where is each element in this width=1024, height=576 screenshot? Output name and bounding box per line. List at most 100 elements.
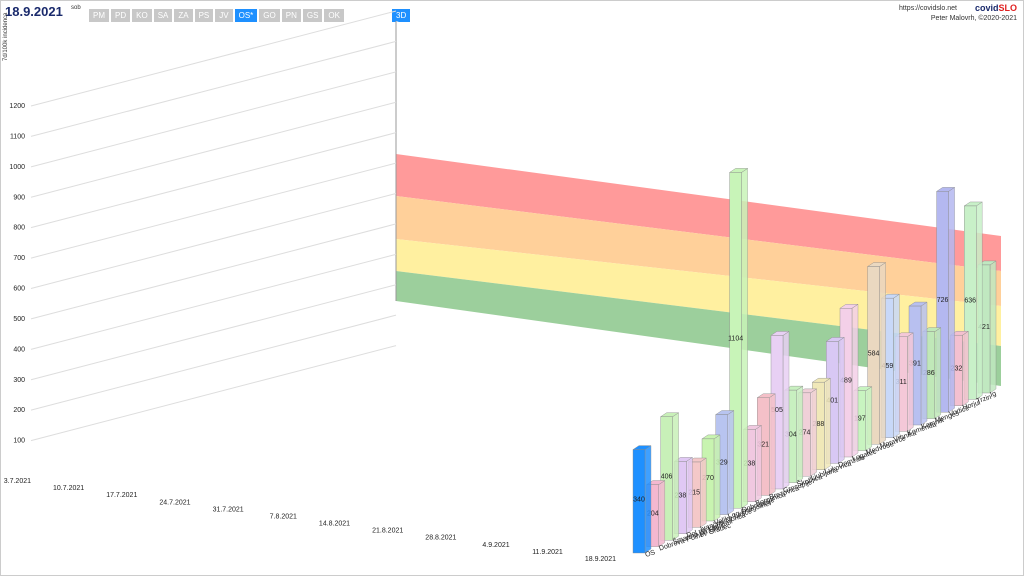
- x-tick-label: 24.7.2021: [159, 499, 190, 506]
- value-label: 391: [909, 361, 921, 368]
- brand-b: SLO: [998, 3, 1017, 13]
- grid-line: [30, 10, 397, 107]
- grid-line: [30, 193, 397, 289]
- nav-button[interactable]: PM: [89, 9, 109, 22]
- bar-side: [948, 187, 955, 413]
- x-tick-label: 10.7.2021: [53, 485, 84, 492]
- grid-line: [30, 71, 397, 168]
- value-label: 286: [923, 370, 935, 377]
- mode-button[interactable]: 3D: [392, 9, 411, 22]
- bar-side: [644, 445, 652, 554]
- bar-side: [838, 337, 845, 464]
- grid-line: [30, 345, 397, 442]
- bar-side: [700, 457, 707, 528]
- bar-side: [686, 457, 693, 535]
- category-label: OS: [644, 549, 656, 559]
- value-label: 1104: [728, 335, 743, 342]
- y-tick-label: 100: [13, 438, 25, 445]
- bar-side: [989, 260, 997, 394]
- x-tick-label: 11.9.2021: [532, 549, 563, 556]
- value-label: 197: [854, 416, 866, 423]
- brand-a: covid: [974, 3, 999, 13]
- value-label: 304: [785, 431, 797, 438]
- nav-button[interactable]: JV: [215, 9, 233, 22]
- date: 18.9.2021: [5, 4, 63, 19]
- bar-side: [713, 434, 721, 522]
- y-tick-label: 700: [13, 255, 25, 262]
- value-label: 584: [868, 350, 880, 357]
- bar-side: [934, 327, 941, 419]
- bar-side: [672, 412, 679, 541]
- value-label: 505: [771, 407, 783, 414]
- x-tick-label: 3.7.2021: [4, 478, 31, 485]
- nav-button[interactable]: KO: [132, 9, 152, 22]
- value-label: 489: [840, 378, 852, 385]
- y-tick-label: 1100: [10, 133, 25, 140]
- grid-line: [30, 314, 397, 411]
- bar-side: [824, 377, 831, 471]
- value-label: 321: [757, 442, 769, 449]
- bar-side: [865, 386, 872, 451]
- value-label: 204: [647, 511, 659, 518]
- bar-side: [658, 480, 665, 547]
- value-label: 288: [813, 421, 825, 428]
- value-label: 340: [633, 496, 645, 503]
- grid-line: [30, 132, 397, 229]
- value-label: 329: [716, 460, 728, 467]
- x-tick-label: 7.8.2021: [270, 513, 297, 520]
- mode-wrap: 3D: [392, 5, 412, 23]
- bar-side: [727, 410, 734, 515]
- button-bar: PM PD KO SA ZA PS JV OS* GO PN GS OK: [89, 5, 346, 23]
- bar-side: [851, 303, 859, 458]
- author: Peter Malovrh, ©2020-2021: [930, 15, 1017, 22]
- category-label: Trzin: [976, 394, 993, 405]
- grid-line: [30, 223, 397, 320]
- nav-button[interactable]: GS: [302, 9, 323, 22]
- y-tick-label: 1000: [9, 164, 25, 171]
- url[interactable]: https://covidslo.net: [899, 5, 957, 12]
- x-tick-label: 21.8.2021: [372, 528, 403, 535]
- y-tick-label: 600: [13, 286, 25, 293]
- grid-line: [30, 162, 397, 259]
- y-tick-label: 200: [13, 407, 25, 414]
- y-tick-label: 900: [13, 194, 25, 201]
- bar-side: [962, 330, 969, 407]
- bar-side: [907, 332, 914, 432]
- value-label: 311: [896, 379, 907, 386]
- bar-side: [879, 262, 886, 445]
- band-orange: [396, 196, 1001, 306]
- value-label: 215: [688, 490, 700, 497]
- band-red: [396, 154, 1001, 271]
- value-label: 238: [744, 461, 756, 468]
- x-tick-label: 18.9.2021: [585, 556, 616, 563]
- y-tick-label: 400: [13, 346, 25, 353]
- x-tick-label: 31.7.2021: [213, 506, 244, 513]
- nav-button[interactable]: OS*: [234, 9, 258, 22]
- bar-side: [782, 331, 790, 490]
- category-label: Ig: [989, 390, 997, 398]
- bar-side: [920, 301, 928, 426]
- nav-button[interactable]: GO: [259, 9, 280, 22]
- weekday: sob: [71, 5, 81, 11]
- value-label: 401: [826, 397, 838, 404]
- nav-button[interactable]: PD: [111, 9, 131, 22]
- bar-side: [893, 293, 900, 439]
- nav-button[interactable]: PN: [281, 9, 301, 22]
- value-label: 274: [799, 430, 811, 437]
- bar-side: [810, 388, 817, 477]
- nav-button[interactable]: SA: [153, 9, 173, 22]
- x-tick-label: 4.9.2021: [482, 542, 509, 549]
- bar: [632, 449, 646, 554]
- bar-side: [769, 393, 776, 496]
- y-tick-label: 1200: [9, 103, 25, 110]
- value-label: 232: [951, 366, 963, 373]
- value-label: 238: [675, 493, 687, 500]
- nav-button[interactable]: ZA: [174, 9, 193, 22]
- bar-side: [796, 385, 803, 483]
- nav-button[interactable]: OK: [324, 9, 344, 22]
- nav-button[interactable]: PS: [194, 9, 214, 22]
- brand: covidSLO: [975, 3, 1017, 13]
- grid-line: [30, 284, 397, 381]
- bar-side: [755, 425, 762, 503]
